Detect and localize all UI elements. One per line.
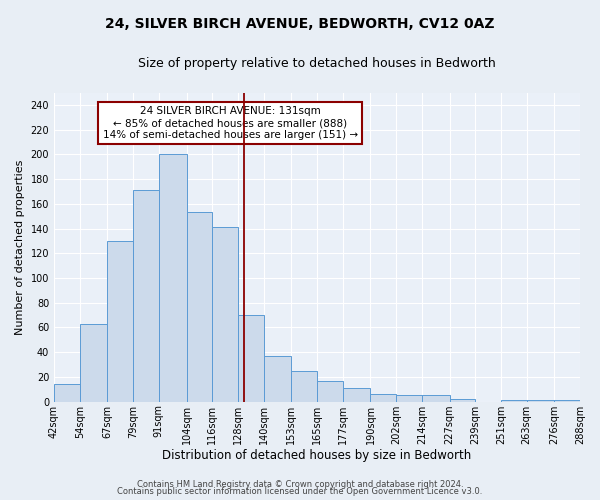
X-axis label: Distribution of detached houses by size in Bedworth: Distribution of detached houses by size … — [163, 450, 472, 462]
Bar — [370, 394, 396, 402]
Bar — [187, 212, 212, 402]
Bar — [159, 154, 187, 402]
Bar — [263, 356, 292, 402]
Title: Size of property relative to detached houses in Bedworth: Size of property relative to detached ho… — [138, 58, 496, 70]
Y-axis label: Number of detached properties: Number of detached properties — [15, 160, 25, 335]
Bar — [554, 400, 580, 402]
Bar — [501, 400, 527, 402]
Bar — [317, 380, 343, 402]
Bar — [449, 399, 475, 402]
Bar — [54, 384, 80, 402]
Bar — [80, 324, 107, 402]
Bar — [527, 400, 554, 402]
Text: 24 SILVER BIRCH AVENUE: 131sqm
← 85% of detached houses are smaller (888)
14% of: 24 SILVER BIRCH AVENUE: 131sqm ← 85% of … — [103, 106, 358, 140]
Bar — [343, 388, 370, 402]
Bar — [107, 241, 133, 402]
Bar — [396, 396, 422, 402]
Text: Contains HM Land Registry data © Crown copyright and database right 2024.: Contains HM Land Registry data © Crown c… — [137, 480, 463, 489]
Bar — [238, 315, 263, 402]
Bar — [133, 190, 159, 402]
Bar — [422, 396, 449, 402]
Bar — [292, 371, 317, 402]
Text: 24, SILVER BIRCH AVENUE, BEDWORTH, CV12 0AZ: 24, SILVER BIRCH AVENUE, BEDWORTH, CV12 … — [105, 18, 495, 32]
Bar — [212, 228, 238, 402]
Text: Contains public sector information licensed under the Open Government Licence v3: Contains public sector information licen… — [118, 487, 482, 496]
